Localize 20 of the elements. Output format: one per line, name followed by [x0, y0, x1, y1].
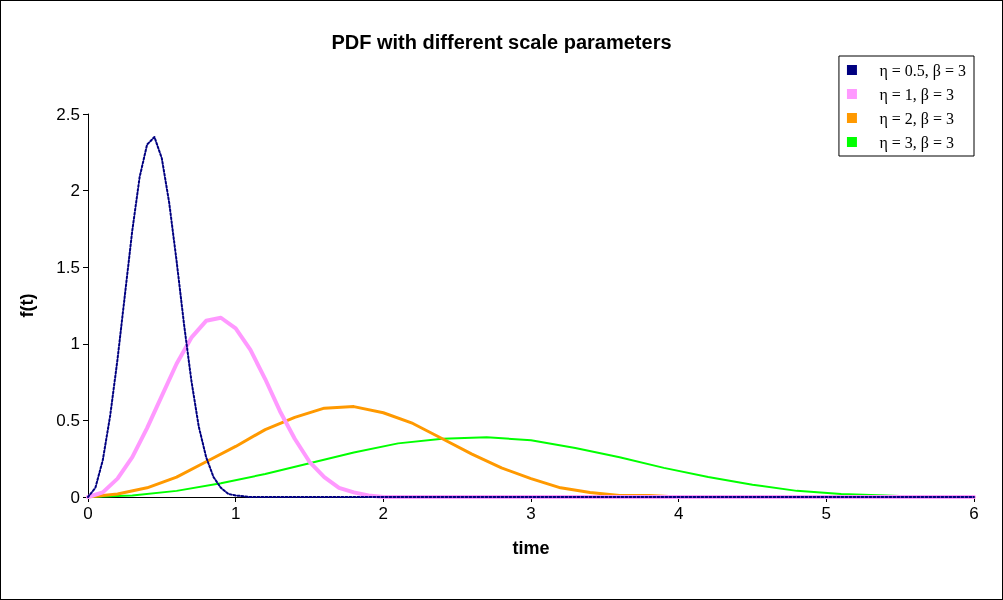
- x-axis-title: time: [512, 538, 550, 558]
- y-axis-title: f(t): [17, 293, 37, 318]
- y-tick-label: 2: [70, 181, 80, 201]
- x-tick-label: 6: [969, 504, 979, 523]
- x-tick-label: 5: [821, 504, 832, 523]
- x-tick-label: 4: [673, 504, 684, 523]
- legend-label: η = 2, β = 3: [879, 109, 955, 128]
- y-tick-label: 1.5: [56, 257, 80, 277]
- x-tick-label: 2: [378, 504, 389, 523]
- legend-label: η = 1, β = 3: [879, 85, 955, 104]
- y-tick-label: 2.5: [56, 104, 80, 124]
- x-tick-label: 3: [526, 504, 536, 523]
- x-tick-label: 0: [83, 504, 93, 523]
- y-tick-label: 0: [70, 487, 80, 507]
- y-tick-label: 1: [70, 334, 80, 354]
- legend-label: η = 0.5, β = 3: [879, 61, 967, 80]
- chart-title: PDF with different scale parameters: [331, 31, 672, 53]
- legend-label: η = 3, β = 3: [879, 133, 955, 152]
- x-tick-label: 1: [230, 504, 241, 523]
- y-tick-label: 0.5: [56, 410, 80, 430]
